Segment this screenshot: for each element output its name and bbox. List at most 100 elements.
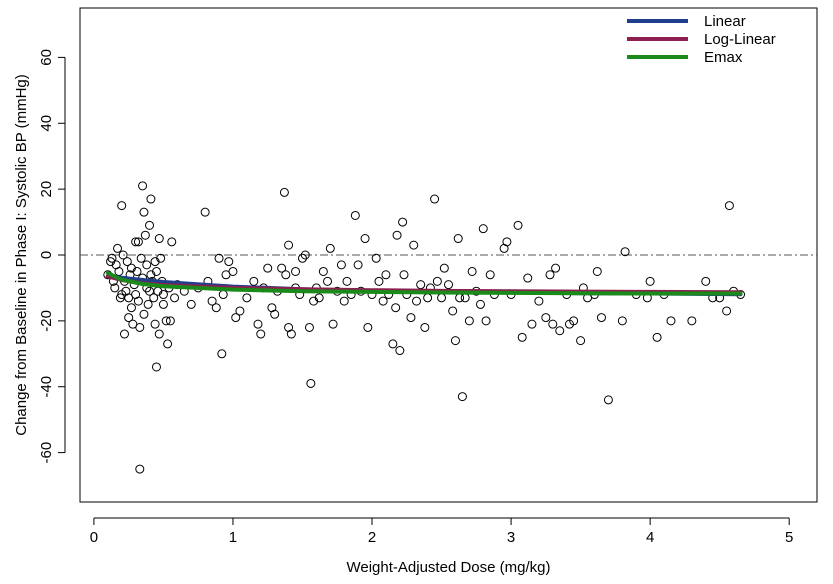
data-point bbox=[388, 339, 398, 349]
data-point bbox=[596, 313, 606, 323]
data-point bbox=[603, 395, 613, 405]
data-point bbox=[523, 273, 533, 283]
data-point bbox=[263, 263, 273, 273]
observation-points bbox=[103, 181, 746, 474]
data-point bbox=[342, 276, 352, 286]
data-point bbox=[460, 293, 470, 303]
data-point bbox=[381, 270, 391, 280]
x-axis: 0 1 2 3 4 5 bbox=[90, 517, 793, 546]
data-point bbox=[304, 322, 314, 332]
data-point bbox=[122, 257, 132, 267]
data-point bbox=[323, 276, 333, 286]
y-tick-label: -40 bbox=[38, 376, 55, 398]
data-point bbox=[158, 290, 168, 300]
data-point bbox=[430, 194, 440, 204]
data-point bbox=[444, 280, 453, 290]
data-point bbox=[620, 247, 630, 257]
data-point bbox=[107, 253, 117, 263]
data-point bbox=[645, 276, 655, 286]
data-point bbox=[374, 276, 384, 286]
data-point bbox=[131, 237, 141, 247]
data-point bbox=[576, 336, 586, 346]
x-tick-label: 5 bbox=[785, 529, 793, 546]
data-point bbox=[124, 313, 134, 323]
data-point bbox=[150, 319, 160, 329]
data-point bbox=[207, 296, 217, 306]
data-point bbox=[118, 250, 128, 260]
data-point bbox=[666, 316, 676, 326]
data-point bbox=[534, 296, 544, 306]
data-point bbox=[420, 322, 430, 332]
data-point bbox=[200, 207, 210, 217]
data-point bbox=[398, 217, 408, 227]
y-axis-title: Change from Baseline in Phase I: Systoli… bbox=[13, 74, 30, 436]
data-point bbox=[170, 293, 180, 303]
data-point bbox=[475, 299, 485, 309]
y-tick-label: 20 bbox=[38, 181, 55, 198]
data-point bbox=[527, 319, 537, 329]
data-point bbox=[158, 299, 168, 309]
x-axis-title: Weight-Adjusted Dose (mg/kg) bbox=[347, 559, 551, 576]
data-point bbox=[224, 257, 234, 267]
data-point bbox=[464, 316, 474, 326]
data-point bbox=[457, 392, 467, 402]
data-point bbox=[467, 266, 477, 276]
data-point bbox=[151, 362, 161, 372]
data-point bbox=[300, 250, 310, 260]
data-point bbox=[253, 319, 263, 329]
data-point bbox=[217, 349, 227, 359]
data-point bbox=[214, 253, 224, 263]
data-point bbox=[545, 270, 555, 280]
x-tick-label: 3 bbox=[507, 529, 515, 546]
data-point bbox=[284, 240, 294, 250]
y-tick-label: -60 bbox=[38, 442, 55, 464]
data-point bbox=[478, 224, 488, 234]
legend-label: Emax bbox=[704, 49, 743, 66]
data-point bbox=[277, 263, 287, 273]
data-point bbox=[409, 240, 419, 250]
data-point bbox=[167, 237, 177, 247]
data-point bbox=[336, 260, 346, 270]
data-point bbox=[513, 220, 523, 230]
y-tick-label: -20 bbox=[38, 310, 55, 332]
data-point bbox=[399, 270, 409, 280]
data-point bbox=[156, 253, 166, 263]
data-point bbox=[325, 243, 335, 253]
data-point bbox=[437, 293, 447, 303]
data-point bbox=[617, 316, 627, 326]
x-tick-label: 0 bbox=[90, 529, 98, 546]
data-point bbox=[119, 329, 129, 339]
data-point bbox=[228, 266, 238, 276]
legend-label: Log-Linear bbox=[704, 31, 776, 48]
data-point bbox=[378, 296, 388, 306]
data-point bbox=[350, 210, 360, 220]
data-point bbox=[117, 201, 127, 211]
data-point bbox=[140, 230, 150, 240]
data-point bbox=[548, 319, 558, 329]
data-point bbox=[138, 181, 148, 191]
data-point bbox=[135, 464, 145, 474]
data-point bbox=[126, 303, 136, 313]
data-point bbox=[353, 260, 363, 270]
x-tick-label: 1 bbox=[229, 529, 237, 546]
y-tick-label: 0 bbox=[38, 251, 55, 259]
data-point bbox=[569, 316, 579, 326]
curve-emax bbox=[105, 271, 743, 296]
data-point bbox=[412, 296, 422, 306]
data-point bbox=[592, 266, 602, 276]
data-point bbox=[135, 322, 145, 332]
data-point bbox=[256, 329, 266, 339]
data-point bbox=[328, 319, 338, 329]
data-point bbox=[450, 336, 460, 346]
data-point bbox=[154, 234, 164, 244]
legend-label: Linear bbox=[704, 13, 746, 30]
y-axis: -60 -40 -20 0 20 40 60 bbox=[38, 49, 66, 464]
data-point bbox=[218, 290, 228, 300]
data-point bbox=[391, 303, 401, 313]
data-point bbox=[453, 234, 463, 244]
data-point bbox=[406, 313, 416, 323]
data-point bbox=[163, 339, 173, 349]
data-point bbox=[142, 260, 152, 270]
data-point bbox=[286, 329, 296, 339]
